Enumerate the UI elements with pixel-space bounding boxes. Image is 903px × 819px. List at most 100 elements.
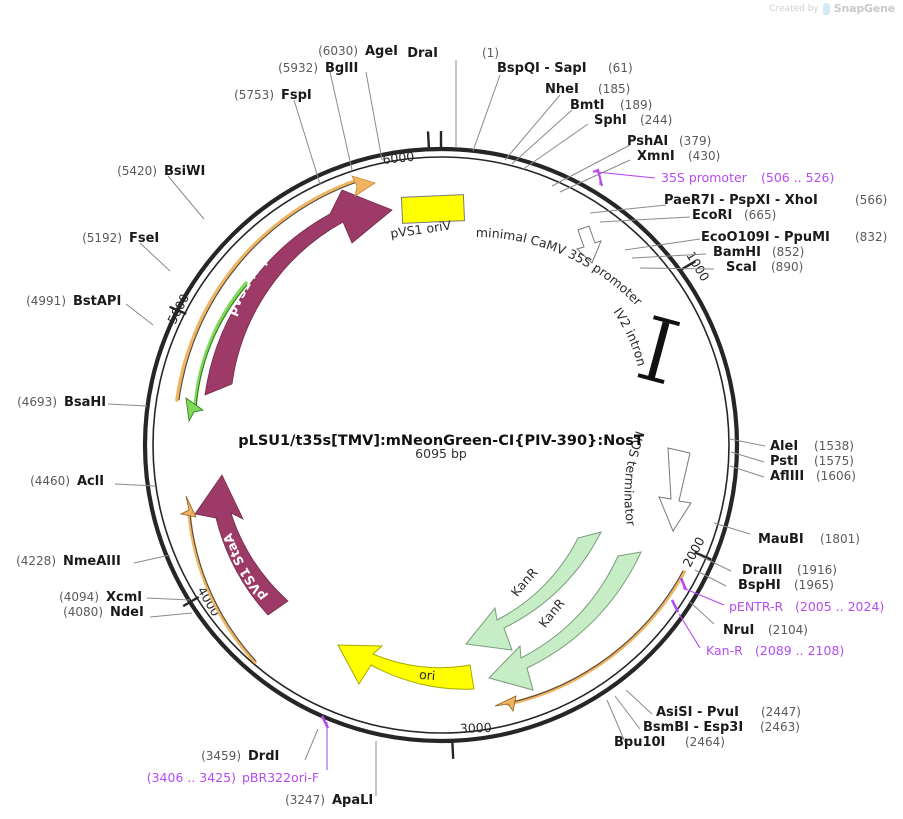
enzyme-position: (2104) <box>768 623 808 637</box>
enzyme-label-sph-i[interactable]: SphI (244) <box>594 113 672 128</box>
enzyme-name: ApaLI <box>332 793 373 808</box>
tick-label-6000: 6000 <box>382 149 415 167</box>
enzyme-position: (832) <box>855 230 887 244</box>
orange-arc-lower-right <box>494 570 686 712</box>
plasmid-title-group: pLSU1/t35s[TMV]:mNeonGreen-CI{PIV-390}:N… <box>238 433 644 461</box>
enzyme-position: (4693) <box>17 395 57 409</box>
feature-pvs1-oriv[interactable]: pVS1 oriV <box>389 194 466 241</box>
enzyme-label-bspqi-sapi[interactable]: BspQI - SapI (61) <box>497 61 633 76</box>
enzyme-name: BstAPI <box>73 294 121 309</box>
enzyme-label-bstap-i[interactable]: (4991) BstAPI <box>26 294 121 309</box>
enzyme-label-bpu10i[interactable]: Bpu10I (2464) <box>614 735 725 750</box>
enzyme-position: (1916) <box>797 563 837 577</box>
enzyme-label-nhe-i[interactable]: NheI (185) <box>545 82 630 97</box>
enzyme-name: AclI <box>77 474 104 489</box>
enzyme-name: BmtI <box>570 98 605 113</box>
enzyme-label-dra-i[interactable]: DraI (1) <box>407 46 499 61</box>
enzyme-label-asisi-pvui[interactable]: AsiSI - PvuI (2447) <box>656 705 801 720</box>
enzyme-name: DraI <box>407 46 438 61</box>
promoter-35s-bracket <box>592 168 604 187</box>
enzyme-label-nmeaiii[interactable]: (4228) NmeAIII <box>16 554 121 569</box>
tick-3000 <box>451 740 455 759</box>
feature-ori[interactable]: ori <box>337 644 475 690</box>
feature-label-pvs1-oriv: pVS1 oriV <box>389 218 452 241</box>
enzyme-name: BsmBI - Esp3I <box>643 720 743 735</box>
enzyme-label-dra-iii[interactable]: DraIII (1916) <box>742 563 837 578</box>
feature-iv2-intron[interactable]: IV2 intron <box>611 305 681 398</box>
enzyme-position: (6030) <box>318 44 358 58</box>
enzyme-position: (665) <box>744 208 776 222</box>
enzyme-name: SphI <box>594 113 627 128</box>
enzyme-label-bsph-i[interactable]: BspHI (1965) <box>738 578 834 593</box>
enzyme-label-nde-i[interactable]: (4080) NdeI <box>63 605 144 620</box>
enzyme-label-ecoo109i[interactable]: EcoO109I - PpuMI (832) <box>701 230 887 245</box>
enzyme-position: (3247) <box>285 793 325 807</box>
primer-label-kan-r[interactable]: Kan-R (2089 .. 2108) <box>706 643 844 658</box>
enzyme-label-paer7i[interactable]: PaeR7I - PspXI - XhoI (566) <box>664 193 887 208</box>
enzyme-name: AflIII <box>770 469 804 484</box>
primer-label-promoter-35s[interactable]: 35S promoter (506 .. 526) <box>661 170 834 185</box>
feature-label-min-camv-35s: minimal CaMV 35S promoter <box>476 225 646 309</box>
enzyme-label-ecor-i[interactable]: EcoRI (665) <box>692 208 776 223</box>
tick-2000 <box>694 551 712 561</box>
enzyme-label-drd-i[interactable]: (3459) DrdI <box>201 749 279 764</box>
enzyme-position: (4228) <box>16 554 56 568</box>
primer-label-pbr322ori-f[interactable]: (3406 .. 3425) pBR322ori-F <box>147 770 319 785</box>
enzyme-label-afl-iii[interactable]: AflIII (1606) <box>770 469 856 484</box>
enzyme-label-bsah-i[interactable]: (4693) BsaHI <box>17 395 106 410</box>
enzyme-position: (379) <box>679 134 711 148</box>
enzyme-label-xmn-i[interactable]: XmnI (430) <box>637 149 720 164</box>
enzyme-label-acl-i[interactable]: (4460) AclI <box>30 474 104 489</box>
primer-name: pBR322ori-F <box>242 770 319 785</box>
pentr-r-marker <box>679 577 688 591</box>
enzyme-name: BspQI - SapI <box>497 61 587 76</box>
enzyme-label-nru-i[interactable]: NruI (2104) <box>723 623 808 638</box>
enzyme-position: (852) <box>772 245 804 259</box>
enzyme-position: (2447) <box>761 705 801 719</box>
enzyme-name: AleI <box>770 439 798 454</box>
enzyme-label-sca-i[interactable]: ScaI (890) <box>726 260 803 275</box>
primer-label-pentr-r[interactable]: pENTR-R (2005 .. 2024) <box>729 599 884 614</box>
watermark-prefix: Created by <box>769 3 819 14</box>
primer-position: (2005 .. 2024) <box>795 599 884 614</box>
enzyme-position: (185) <box>598 82 630 96</box>
tick-4000 <box>182 595 200 608</box>
enzyme-label-bamh-i[interactable]: BamHI (852) <box>713 245 804 260</box>
feature-label-ori: ori <box>418 667 435 683</box>
enzyme-position: (1538) <box>814 439 854 453</box>
enzyme-label-psha-i[interactable]: PshAI (379) <box>627 134 711 149</box>
snapgene-logo-icon <box>822 2 830 15</box>
enzyme-name: FspI <box>281 88 312 103</box>
enzyme-name: NdeI <box>110 605 144 620</box>
enzyme-label-bsiw-i[interactable]: (5420) BsiWI <box>117 164 205 179</box>
enzyme-position: (5192) <box>82 231 122 245</box>
feature-pvs1-repa[interactable]: pVS1 RepA <box>204 189 393 396</box>
enzyme-label-fse-i[interactable]: (5192) FseI <box>82 231 159 246</box>
enzyme-label-pst-i[interactable]: PstI (1575) <box>770 454 854 469</box>
feature-min-camv-35s[interactable]: minimal CaMV 35S promoter <box>472 225 646 310</box>
enzyme-name: DrdI <box>248 749 279 764</box>
enzyme-label-fsp-i[interactable]: (5753) FspI <box>234 88 312 103</box>
enzyme-name: MauBI <box>758 532 804 547</box>
enzyme-label-bsmbi-esp3i[interactable]: BsmBI - Esp3I (2463) <box>643 720 800 735</box>
enzyme-name: NheI <box>545 82 579 97</box>
enzyme-label-bmt-i[interactable]: BmtI (189) <box>570 98 652 113</box>
enzyme-position: (4080) <box>63 605 103 619</box>
enzyme-label-bgl-ii[interactable]: (5932) BglII <box>278 61 358 76</box>
enzyme-position: (4460) <box>30 474 70 488</box>
enzyme-label-maub-i[interactable]: MauBI (1801) <box>758 532 860 547</box>
plasmid-name: pLSU1/t35s[TMV]:mNeonGreen-CI{PIV-390}:N… <box>238 433 644 449</box>
enzyme-label-xcm-i[interactable]: (4094) XcmI <box>59 590 142 605</box>
pbr322ori-f-marker <box>320 715 330 729</box>
tick-6000 <box>426 131 431 150</box>
enzyme-name: AsiSI - PvuI <box>656 705 739 720</box>
watermark-brand: SnapGene <box>833 2 895 15</box>
enzyme-position: (244) <box>640 113 672 127</box>
enzyme-label-age-i[interactable]: (6030) AgeI <box>318 44 398 59</box>
enzyme-label-apal-i[interactable]: (3247) ApaLI <box>285 793 373 808</box>
enzyme-name: ScaI <box>726 260 757 275</box>
enzyme-name: PstI <box>770 454 798 469</box>
enzyme-label-ale-i[interactable]: AleI (1538) <box>770 439 854 454</box>
enzyme-name: BamHI <box>713 245 761 260</box>
